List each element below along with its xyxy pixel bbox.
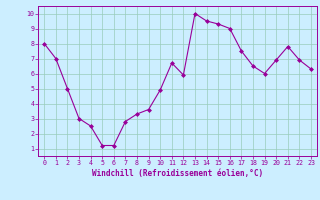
X-axis label: Windchill (Refroidissement éolien,°C): Windchill (Refroidissement éolien,°C) [92, 169, 263, 178]
